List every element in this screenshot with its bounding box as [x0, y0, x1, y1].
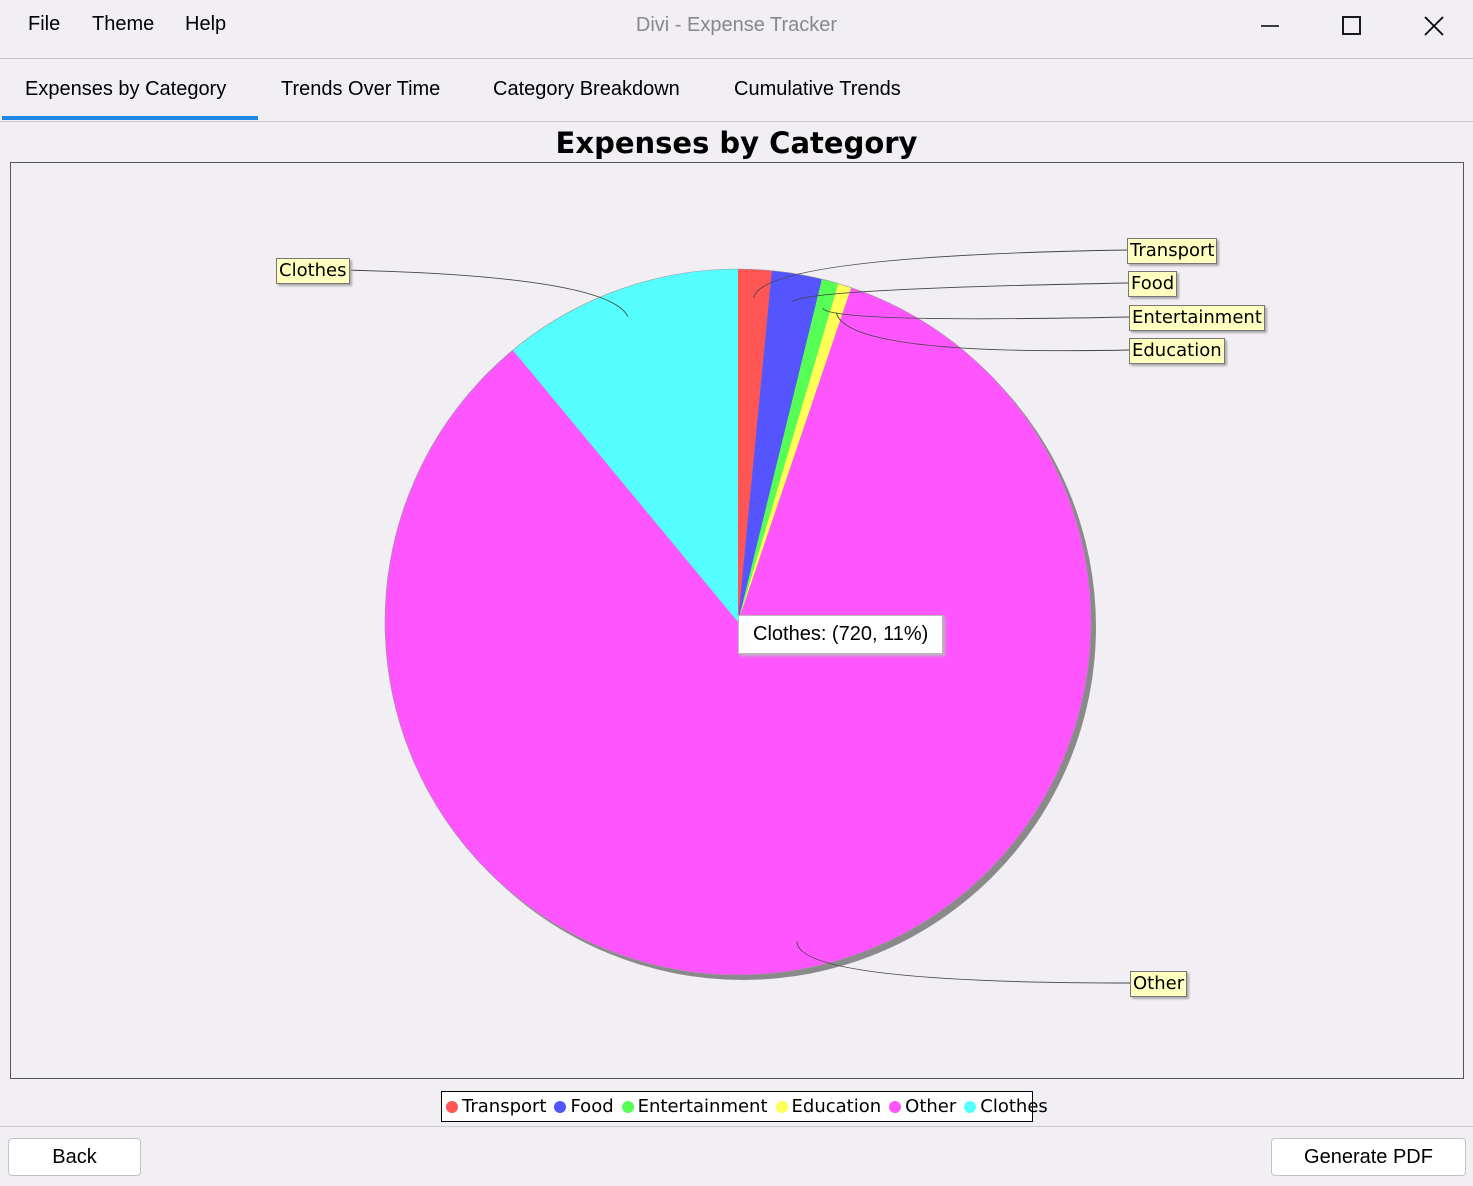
- leader-line-entertainment: [822, 308, 1130, 320]
- label-clothes: Clothes: [276, 258, 350, 284]
- pie-slice-clothes[interactable]: [512, 269, 738, 622]
- titlebar-divider: [0, 58, 1473, 59]
- chart-legend: Transport Food Entertainment Education O…: [441, 1091, 1048, 1122]
- label-other: Other: [1130, 971, 1188, 997]
- legend-item-clothes: Clothes: [964, 1096, 1048, 1117]
- legend-item-education: Education: [775, 1096, 882, 1117]
- legend-swatch-other: [889, 1100, 902, 1113]
- tab-expenses-by-category[interactable]: Expenses by Category: [25, 78, 227, 100]
- pie-chart[interactable]: [10, 162, 1464, 1079]
- leader-line-education: [835, 312, 1130, 352]
- pie-outline: [384, 268, 1092, 976]
- legend-label-clothes: Clothes: [980, 1096, 1048, 1117]
- generate-pdf-button[interactable]: Generate PDF: [1271, 1138, 1466, 1176]
- tab-cumulative-trends[interactable]: Cumulative Trends: [734, 78, 901, 100]
- chart-plot-area: [10, 162, 1464, 1079]
- close-icon[interactable]: [1414, 8, 1454, 44]
- pie-slice-transport[interactable]: [738, 269, 772, 622]
- legend-item-food: Food: [554, 1096, 614, 1117]
- menu-file[interactable]: File: [28, 13, 61, 35]
- legend-swatch-clothes: [964, 1100, 977, 1113]
- legend-item-other: Other: [889, 1096, 956, 1117]
- legend-label-other: Other: [905, 1096, 957, 1117]
- leader-line-other: [796, 941, 1131, 984]
- footer-divider: [0, 1126, 1473, 1127]
- legend-item-entertainment: Entertainment: [621, 1096, 768, 1117]
- label-education: Education: [1129, 338, 1225, 364]
- tab-trends-over-time[interactable]: Trends Over Time: [281, 78, 441, 100]
- tabs-divider: [0, 121, 1473, 122]
- legend-swatch-transport: [446, 1100, 458, 1113]
- maximize-icon[interactable]: [1332, 8, 1372, 44]
- minimize-icon[interactable]: [1250, 8, 1290, 44]
- legend-label-entertainment: Entertainment: [637, 1096, 768, 1117]
- legend-label-education: Education: [791, 1096, 882, 1117]
- legend-swatch-education: [775, 1100, 788, 1113]
- tab-category-breakdown[interactable]: Category Breakdown: [493, 78, 680, 100]
- label-food: Food: [1128, 271, 1178, 297]
- pie-slice-entertainment[interactable]: [738, 279, 839, 622]
- leader-line-clothes: [341, 269, 629, 317]
- window-title: Divi - Expense Tracker: [635, 14, 838, 36]
- menu-theme[interactable]: Theme: [92, 13, 155, 35]
- label-transport: Transport: [1127, 238, 1218, 264]
- legend-swatch-entertainment: [621, 1100, 634, 1113]
- legend-item-transport: Transport: [446, 1096, 546, 1117]
- leader-line-transport: [753, 249, 1128, 298]
- chart-tooltip: Clothes: (720, 11%): [738, 615, 944, 654]
- active-tab-indicator: [2, 116, 258, 120]
- legend-swatch-food: [554, 1100, 567, 1113]
- pie-slice-education[interactable]: [738, 283, 852, 622]
- menu-help[interactable]: Help: [185, 13, 227, 35]
- label-entertainment: Entertainment: [1129, 305, 1265, 331]
- leader-line-food: [791, 282, 1129, 303]
- legend-label-transport: Transport: [462, 1096, 547, 1117]
- legend-label-food: Food: [570, 1096, 614, 1117]
- chart-title: Expenses by Category: [555, 126, 918, 160]
- title-bar: File Theme Help Divi - Expense Tracker: [0, 0, 1473, 58]
- pie-slice-food[interactable]: [738, 270, 822, 622]
- back-button[interactable]: Back: [8, 1138, 141, 1176]
